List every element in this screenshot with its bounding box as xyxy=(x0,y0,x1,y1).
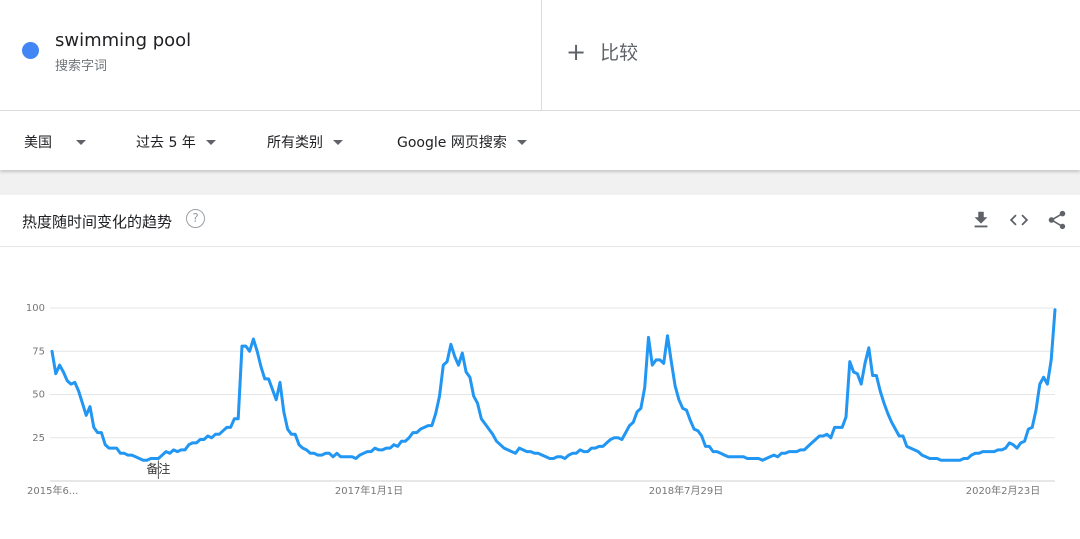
share-icon[interactable] xyxy=(1046,209,1068,231)
category-filter-label: 所有类别 xyxy=(267,135,323,151)
annotation-label: 备注 xyxy=(146,461,170,476)
time-range-filter[interactable]: 过去 5 年 xyxy=(136,132,216,152)
embed-code-icon[interactable] xyxy=(1008,209,1030,231)
y-tick-label: 100 xyxy=(26,303,45,314)
x-tick-label: 2015年6... xyxy=(27,484,78,497)
search-type-filter-label: Google 网页搜索 xyxy=(397,135,507,151)
card-header: 热度随时间变化的趋势 ? xyxy=(0,195,1080,247)
query-header: swimming pool 搜索字词 + 比较 xyxy=(0,0,1080,111)
download-icon[interactable] xyxy=(970,209,992,231)
chevron-down-icon xyxy=(76,139,86,145)
interest-line-chart[interactable]: 25 50 75 100 2015年6... 2017年1月1日 2018年7月29日 202… xyxy=(0,195,1080,539)
y-tick-label: 50 xyxy=(32,390,45,401)
y-tick-label: 25 xyxy=(32,433,45,444)
help-icon[interactable]: ? xyxy=(186,209,205,228)
plus-icon: + xyxy=(566,37,587,66)
term-color-dot xyxy=(22,42,39,59)
x-tick-label: 2018年7月29日 xyxy=(649,484,724,497)
compare-label: 比较 xyxy=(600,42,639,64)
compare-button[interactable]: + 比较 xyxy=(566,38,638,65)
search-term-card[interactable]: swimming pool 搜索字词 xyxy=(0,0,542,110)
chevron-down-icon xyxy=(333,139,343,145)
series-line xyxy=(50,308,1057,462)
search-term-type: 搜索字词 xyxy=(55,59,108,74)
time-range-filter-label: 过去 5 年 xyxy=(136,135,196,151)
search-type-filter[interactable]: Google 网页搜索 xyxy=(397,132,527,152)
chevron-down-icon xyxy=(516,139,527,145)
region-filter[interactable]: 美国 xyxy=(24,132,86,152)
x-tick-label: 2017年1月1日 xyxy=(335,484,403,497)
category-filter[interactable]: 所有类别 xyxy=(267,132,343,152)
filter-bar: 美国 过去 5 年 所有类别 Google 网页搜索 xyxy=(0,111,1080,170)
chevron-down-icon xyxy=(205,139,216,145)
interest-over-time-card: 热度随时间变化的趋势 ? 25 50 75 100 2015年6... 2017年1月1日… xyxy=(0,195,1080,539)
card-title: 热度随时间变化的趋势 xyxy=(22,213,173,231)
search-term-name[interactable]: swimming pool xyxy=(55,30,192,51)
region-filter-label: 美国 xyxy=(24,135,52,151)
x-tick-label: 2020年2月23日 xyxy=(966,484,1041,497)
y-tick-label: 75 xyxy=(32,346,45,357)
